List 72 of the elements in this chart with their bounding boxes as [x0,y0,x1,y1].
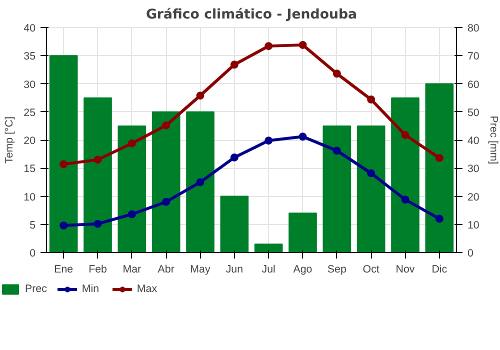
y-tick-label: 30 [24,78,36,91]
y-tick-label: 40 [24,22,36,34]
y2-tick-label: 30 [468,163,480,176]
bar [356,125,386,252]
point [230,60,238,69]
x-tick-label: Nov [396,264,416,276]
y-tick-label: 35 [24,50,36,63]
point [60,160,68,168]
point [367,169,376,178]
point [128,139,136,148]
x-tick-label: Jun [226,264,244,276]
bar [118,125,146,252]
point [332,70,341,78]
y2-tick-label: 10 [468,219,480,232]
bar [220,196,249,252]
point [367,96,376,104]
y2-tick-label: 70 [468,50,480,63]
bar [425,83,454,252]
legend-label: Min [82,283,100,295]
y2-tick-label: 0 [468,248,474,260]
bar [288,212,317,252]
point [298,132,307,141]
point [298,40,307,49]
x-tick-label: Dic [432,264,448,276]
point [94,156,102,164]
legend-label: Max [136,283,158,295]
bar [322,125,352,252]
point [264,42,273,50]
y-tick-label: 15 [24,163,36,176]
y2-axis-title: Prec [mm] [487,116,500,164]
x-tick-label: Jul [262,264,276,276]
y2-tick-label: 80 [468,22,480,34]
bar [49,55,78,252]
x-tick-label: Ago [293,264,312,276]
y2-tick-label: 50 [468,106,480,119]
y-axis-title: Temp [°C] [4,116,16,164]
y2-tick-label: 60 [468,78,480,91]
bar [84,97,112,252]
y-tick-label: 10 [24,191,36,204]
point [128,210,136,218]
point [162,198,170,206]
point [196,178,204,186]
bar [186,111,214,252]
x-tick-label: Feb [88,264,108,276]
y2-tick-label: 40 [468,135,480,147]
x-tick-label: Sep [327,264,346,276]
x-tick-label: May [190,264,211,276]
bar [254,244,283,252]
point [401,130,410,139]
x-tick-label: Oct [362,264,380,276]
y2-tick-label: 20 [468,191,480,204]
bar [391,97,420,252]
y-tick-label: 25 [24,106,36,119]
point [435,154,444,162]
point [196,92,204,100]
point [230,153,238,162]
point [162,121,170,130]
y-tick-label: 5 [30,219,36,232]
point [94,220,102,228]
y-tick-label: 0 [30,248,36,260]
bar [152,111,180,252]
point [332,146,341,155]
x-tick-label: Mar [122,264,142,276]
point [60,222,68,230]
chart-title: Gráfico climático - Jendouba [146,8,358,22]
x-tick-label: Ene [54,264,74,276]
x-tick-label: Abr [158,264,175,276]
y-tick-label: 20 [24,135,36,147]
legend-label: Prec [25,283,47,295]
point [435,214,444,223]
point [401,196,410,204]
point [264,136,273,145]
